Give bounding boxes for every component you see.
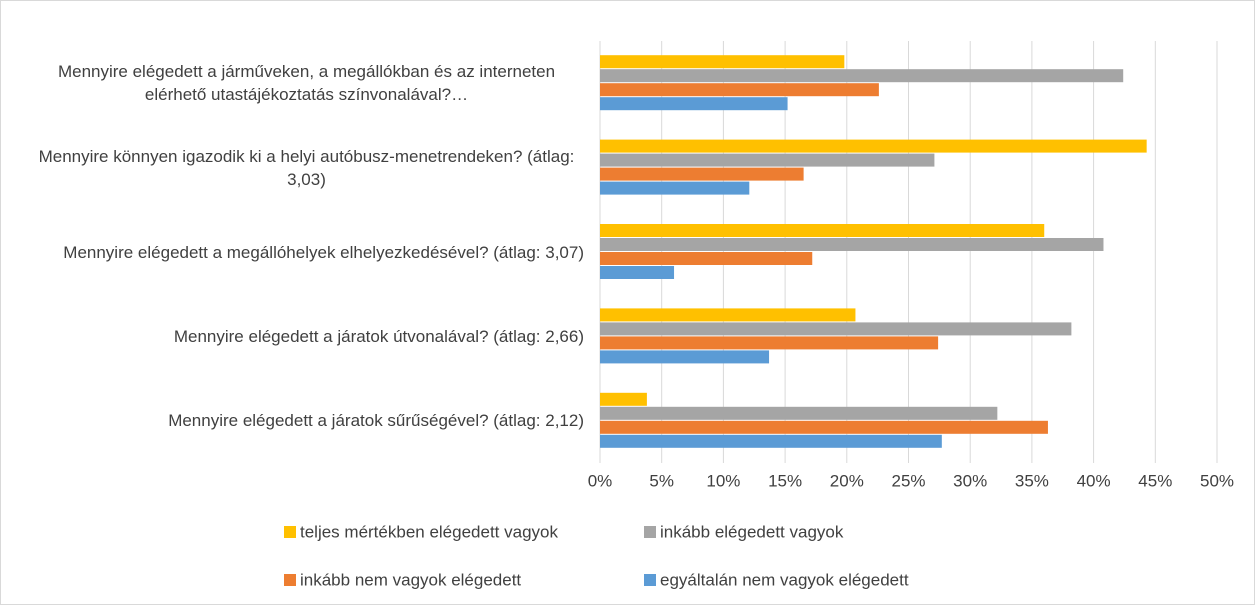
legend-label: egyáltalán nem vagyok elégedett [660,570,909,589]
x-tick-label: 40% [1077,471,1111,490]
category-label: Mennyire elégedett a megállóhelyek elhel… [4,222,584,282]
x-tick-label: 0% [588,471,613,490]
legend-swatch [644,526,656,538]
bar [600,238,1104,251]
bar [600,266,675,279]
legend-label: inkább elégedett vagyok [660,522,844,541]
x-tick-label: 15% [768,471,802,490]
x-tick-label: 45% [1138,471,1172,490]
bar [600,69,1124,83]
category-label: Mennyire elégedett a járatok sűrűségével… [4,391,584,451]
bar [600,167,804,181]
x-tick-label: 35% [1015,471,1049,490]
x-tick-label: 5% [649,471,674,490]
legend-swatch [644,574,656,586]
category-text: Mennyire könnyen igazodik ki a helyi aut… [38,146,575,189]
legend-swatch [284,526,296,538]
legend-label: inkább nem vagyok elégedett [300,570,521,589]
x-tick-label: 30% [953,471,987,490]
category-text: Mennyire elégedett a járatok sűrűségével… [168,411,584,431]
bar [600,224,1045,237]
bar [600,322,1072,336]
category-text: Mennyire elégedett a megállóhelyek elhel… [63,242,584,262]
bar [600,97,788,111]
x-tick-label: 50% [1200,471,1234,490]
legend-swatch [284,574,296,586]
bar [600,83,879,97]
bar [600,406,998,420]
legend-label: teljes mértékben elégedett vagyok [300,522,558,541]
bar [600,181,750,195]
category-text: Mennyire elégedett a járatok útvonalával… [173,326,584,346]
bar [600,336,939,350]
bar [600,420,1048,434]
bar [600,153,935,167]
category-text: Mennyire elégedett a járműveken, a megál… [57,62,556,105]
bar [600,252,813,265]
bar [600,139,1147,153]
x-tick-label: 25% [891,471,925,490]
bar [600,350,770,364]
category-label: Mennyire könnyen igazodik ki a helyi aut… [4,138,584,198]
bar [600,55,845,69]
category-label: Mennyire elégedett a járatok útvonalával… [4,306,584,366]
bar [600,392,647,406]
x-tick-label: 10% [706,471,740,490]
x-tick-label: 20% [830,471,864,490]
bar [600,434,942,448]
category-label: Mennyire elégedett a járműveken, a megál… [4,53,584,113]
bar [600,308,856,322]
